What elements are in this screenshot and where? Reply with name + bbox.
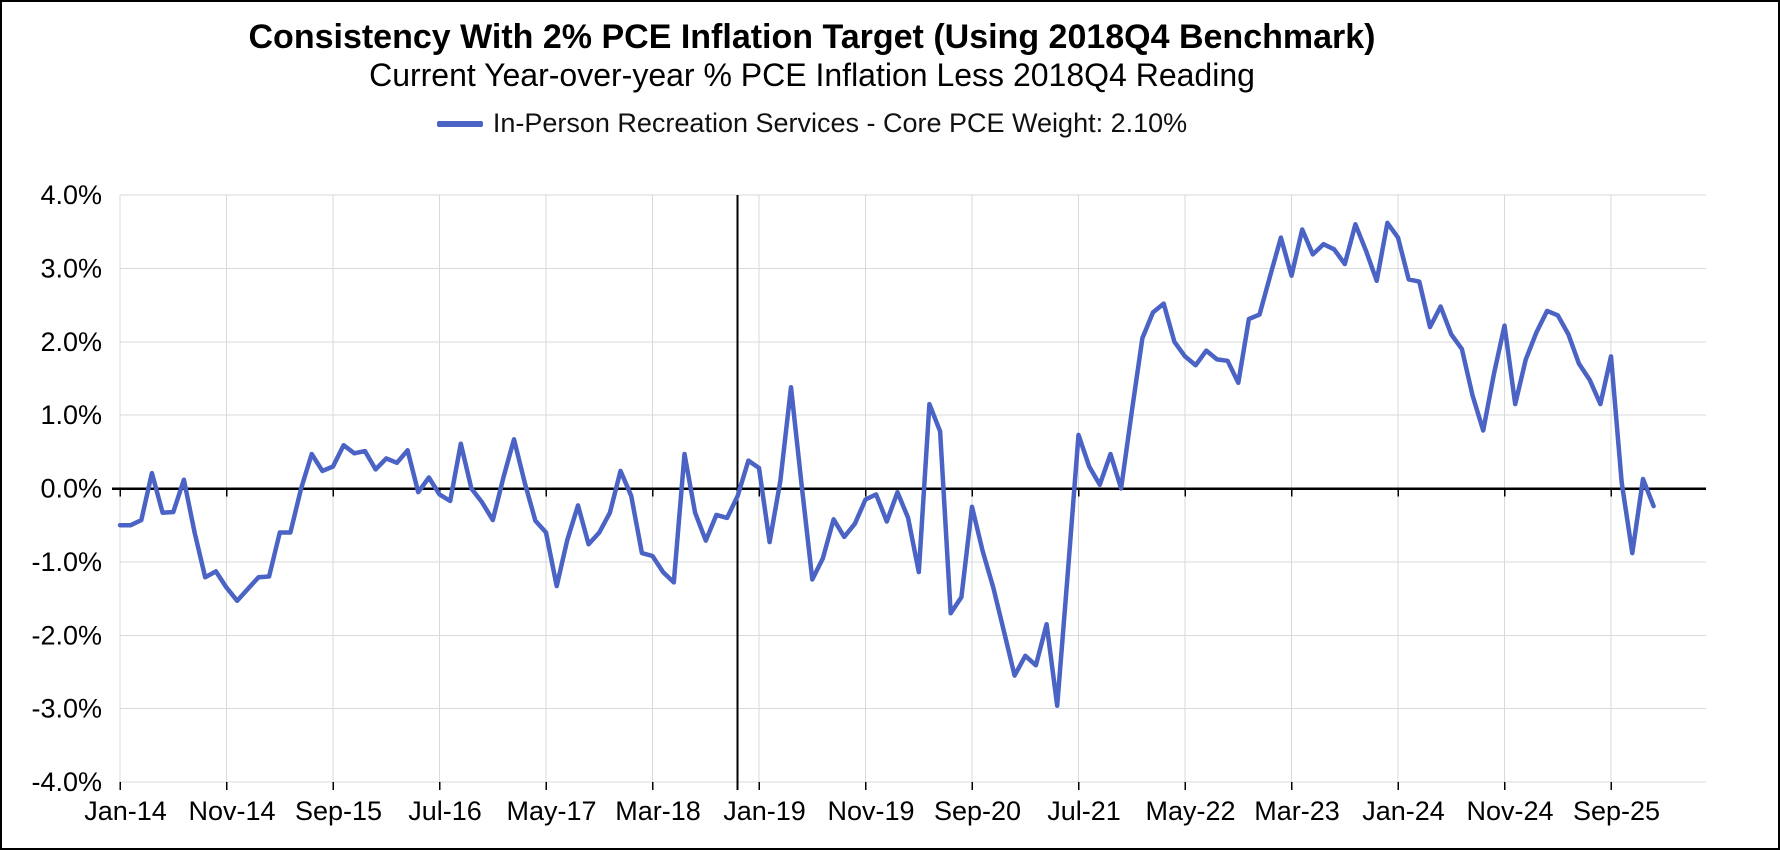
x-tick-label: Jul-21 <box>1047 796 1121 826</box>
legend-label: In-Person Recreation Services - Core PCE… <box>492 108 1188 138</box>
y-axis-labels: 4.0% 3.0% 2.0% 1.0% 0.0% -1.0% -2.0% -3.0% -4.0% <box>31 180 102 797</box>
x-tick-label: Jan-24 <box>1362 796 1445 826</box>
x-tick-label: Jul-16 <box>408 796 482 826</box>
y-tick-label: 1.0% <box>40 400 102 430</box>
x-tick-label: Mar-23 <box>1254 796 1340 826</box>
horizontal-gridlines <box>120 194 1706 783</box>
inflation-line <box>117 220 1656 708</box>
y-tick-label: 4.0% <box>40 180 102 210</box>
x-tick-label: May-22 <box>1145 796 1235 826</box>
zero-axis <box>112 487 1706 497</box>
x-tick-label: Nov-19 <box>827 796 914 826</box>
chart-subtitle: Current Year-over-year % PCE Inflation L… <box>369 57 1255 93</box>
x-tick-label: Sep-20 <box>934 796 1021 826</box>
y-tick-label: 0.0% <box>40 474 102 504</box>
y-tick-label: -2.0% <box>31 620 102 650</box>
x-tick-label: Jan-19 <box>723 796 806 826</box>
chart-title: Consistency With 2% PCE Inflation Target… <box>248 18 1376 56</box>
x-tick-label: Nov-24 <box>1466 796 1553 826</box>
x-tick-label: Sep-15 <box>295 796 382 826</box>
y-tick-label: -1.0% <box>31 547 102 577</box>
bottom-tick-marks <box>119 782 1612 790</box>
x-tick-label: Nov-14 <box>188 796 275 826</box>
legend: In-Person Recreation Services - Core PCE… <box>2 108 1622 139</box>
x-tick-label: Mar-18 <box>615 796 701 826</box>
x-tick-label: Sep-25 <box>1573 796 1660 826</box>
y-tick-label: 3.0% <box>40 253 102 283</box>
y-tick-label: -4.0% <box>31 767 102 797</box>
y-tick-label: 2.0% <box>40 327 102 357</box>
x-axis-labels: Jan-14 Nov-14 Sep-15 Jul-16 May-17 Mar-18 Jan-… <box>84 796 1660 826</box>
x-tick-label: Jan-14 <box>84 796 167 826</box>
x-tick-label: May-17 <box>506 796 596 826</box>
legend-line-swatch-icon <box>436 120 483 127</box>
y-tick-label: -3.0% <box>31 694 102 724</box>
